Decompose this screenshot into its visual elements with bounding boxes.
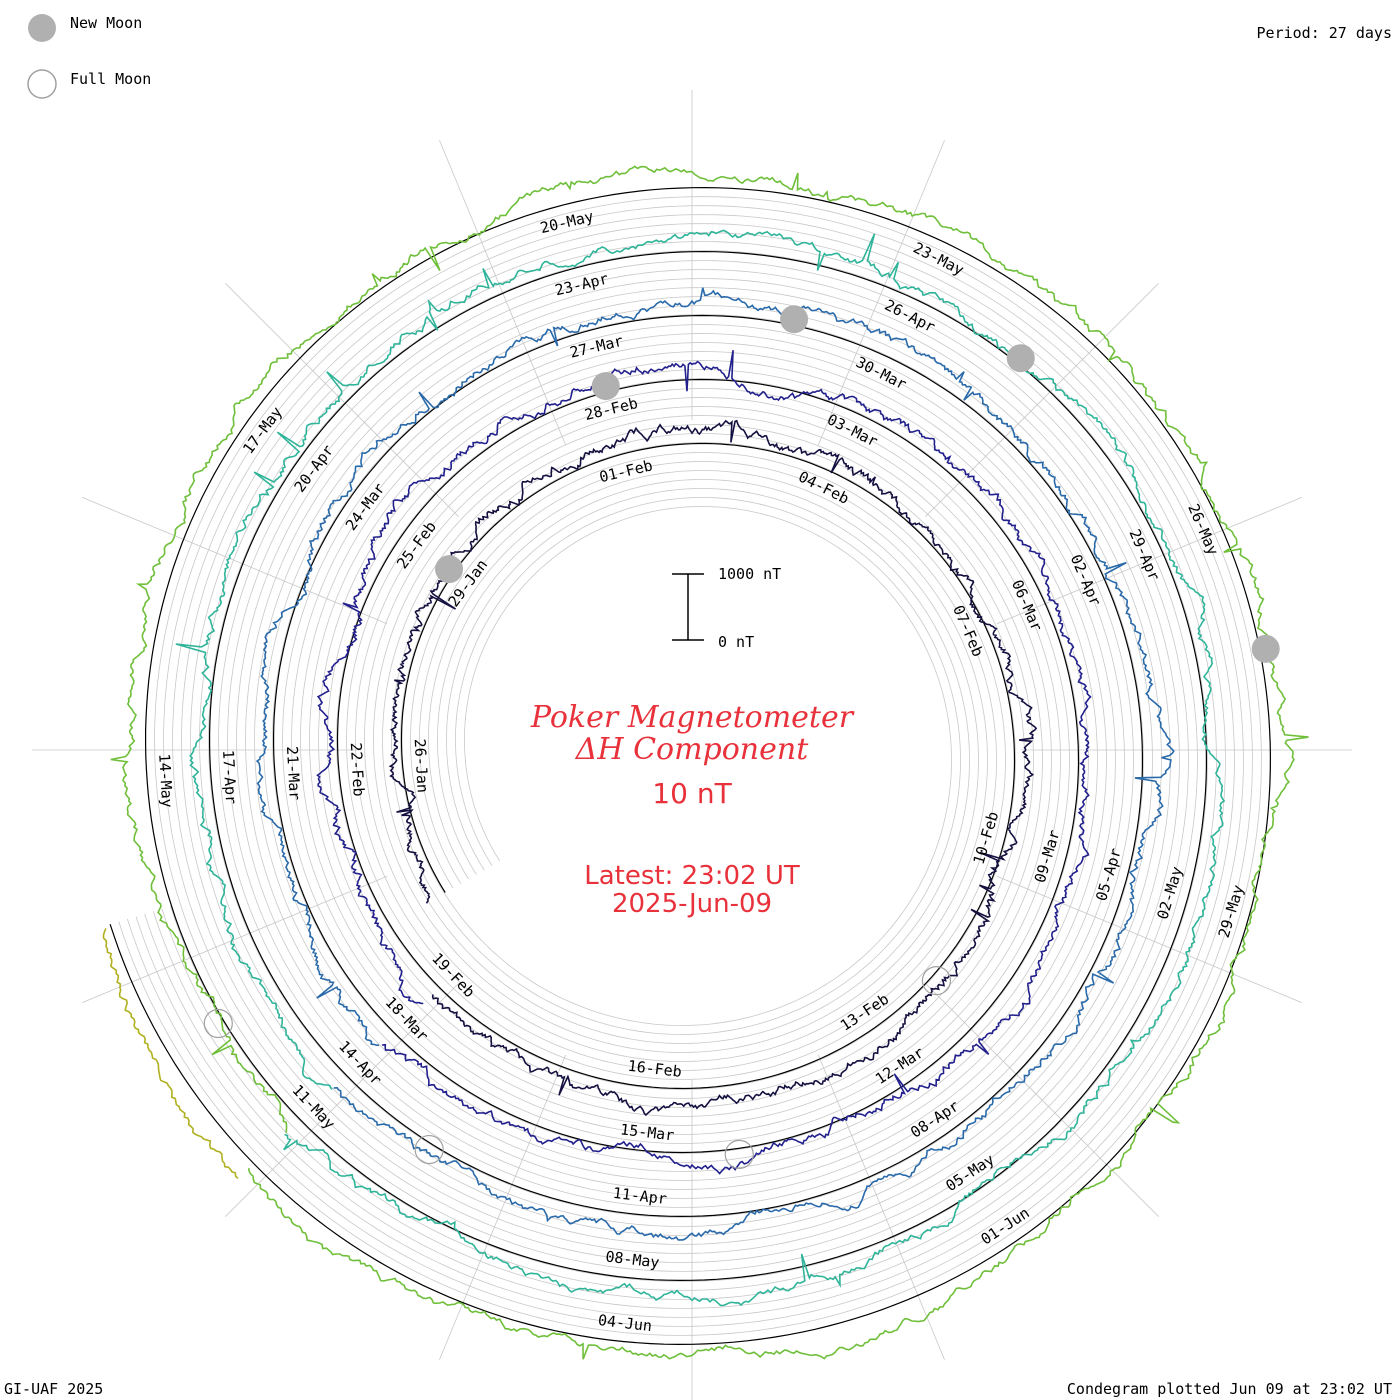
grid-spoke	[225, 983, 459, 1217]
chart-title: Poker Magnetometer	[530, 700, 855, 735]
grid-spoke	[225, 283, 459, 517]
new-moon-legend-icon	[28, 14, 56, 42]
grid-spiral	[170, 250, 1208, 1282]
date-tick-label: 23-May	[910, 239, 966, 279]
new-moon-marker	[780, 305, 809, 334]
grid-spiral	[152, 232, 1226, 1300]
grid-spoke	[817, 140, 945, 446]
new-moon-marker	[591, 372, 620, 401]
date-tick-label: 26-May	[1184, 501, 1222, 558]
date-tick-label: 03-Mar	[824, 410, 880, 450]
date-tick-label: 29-Apr	[1125, 526, 1163, 583]
date-tick-label: 13-Feb	[837, 990, 892, 1035]
footer-plotted: Condegram plotted Jun 09 at 23:02 UT	[1067, 1380, 1392, 1398]
footer-credit: GI-UAF 2025	[4, 1380, 103, 1398]
date-tick-label: 17-Apr	[219, 749, 240, 804]
scale-bar: 1000 nT 0 nT	[672, 565, 781, 651]
date-tick-label: 05-May	[942, 1150, 997, 1195]
new-moon-marker	[1251, 634, 1280, 663]
series-line-cycle-2	[316, 350, 1092, 1175]
series-line-cycle-6	[102, 928, 239, 1179]
date-tick-label: 18-Mar	[382, 993, 432, 1045]
grid-spiral	[144, 223, 1235, 1309]
date-tick-label: 16-Feb	[627, 1057, 683, 1081]
date-tick-label: 01-Feb	[598, 456, 655, 486]
date-tick-label: 07-Feb	[949, 602, 987, 659]
full-moon-marker	[203, 1008, 233, 1039]
moons	[203, 305, 1280, 1169]
date-tick-label: 26-Apr	[882, 296, 938, 336]
full-moon-legend-icon	[27, 69, 57, 99]
date-tick-label: 29-May	[1215, 883, 1248, 940]
latest-date: 2025-Jun-09	[612, 889, 772, 919]
date-tick-label: 25-Feb	[393, 518, 440, 572]
series-line-cycle-4	[175, 229, 1226, 1307]
date-tick-label: 19-Feb	[428, 949, 478, 1001]
date-tick-label: 08-May	[604, 1247, 660, 1271]
grid-spiral	[118, 196, 1262, 1336]
date-tick-label: 04-Jun	[597, 1311, 653, 1335]
date-tick-label: 27-Mar	[568, 332, 625, 362]
series-line-cycle-5	[110, 165, 1309, 1360]
chart-unit: 10 nT	[652, 777, 732, 810]
date-tick-label: 04-Feb	[796, 467, 852, 507]
grid-spiral	[161, 241, 1217, 1291]
grid	[32, 90, 1352, 1400]
chart-subtitle: ΔH Component	[575, 732, 809, 767]
date-tick-label: 21-Mar	[283, 746, 304, 801]
full-moon-marker	[921, 966, 952, 996]
date-tick-label: 26-Jan	[411, 738, 432, 793]
full-moon-legend-label: Full Moon	[70, 70, 151, 88]
date-tick-label: 22-Feb	[347, 742, 368, 797]
series-line-cycle-1	[388, 419, 1038, 1117]
full-moon-marker	[724, 1139, 754, 1169]
grid-spoke	[925, 983, 1159, 1217]
grid-spoke	[996, 497, 1302, 625]
new-moon-marker	[435, 555, 464, 584]
new-moon-legend-label: New Moon	[70, 14, 142, 32]
grid-spoke	[439, 140, 567, 446]
grid-spiral	[127, 205, 1253, 1327]
grid-spoke	[817, 1054, 945, 1360]
grid-spoke	[82, 497, 388, 625]
date-tick-label: 14-May	[155, 753, 176, 808]
date-tick-label: 02-May	[1153, 864, 1186, 921]
grid-spiral	[135, 214, 1244, 1318]
date-tick-label: 17-May	[239, 403, 286, 457]
scale-top-label: 1000 nT	[718, 565, 781, 583]
new-moon-marker	[1006, 344, 1035, 373]
baseline-spiral	[109, 186, 1272, 1346]
scale-bottom-label: 0 nT	[718, 633, 754, 651]
grid-spoke	[996, 875, 1302, 1003]
date-tick-label: 05-Apr	[1092, 846, 1125, 903]
date-tick-label: 15-Mar	[619, 1120, 675, 1144]
period-label: Period: 27 days	[1257, 24, 1392, 42]
latest-time: Latest: 23:02 UT	[584, 861, 800, 891]
date-tick-label: 30-Mar	[853, 353, 909, 393]
date-tick-label: 20-May	[538, 207, 595, 237]
date-tick-label: 23-Apr	[553, 269, 610, 299]
date-tick-label: 08-Apr	[907, 1097, 962, 1142]
full-moon-marker	[414, 1134, 444, 1165]
grid-spoke	[82, 875, 388, 1003]
traces	[102, 165, 1309, 1360]
date-tick-label: 09-Mar	[1031, 828, 1064, 885]
date-tick-label: 24-Mar	[342, 480, 389, 534]
date-tick-label: 11-Apr	[612, 1184, 668, 1208]
grid-spoke	[439, 1054, 567, 1360]
series-line-cycle-3	[255, 287, 1175, 1241]
grid-spoke	[925, 283, 1159, 517]
